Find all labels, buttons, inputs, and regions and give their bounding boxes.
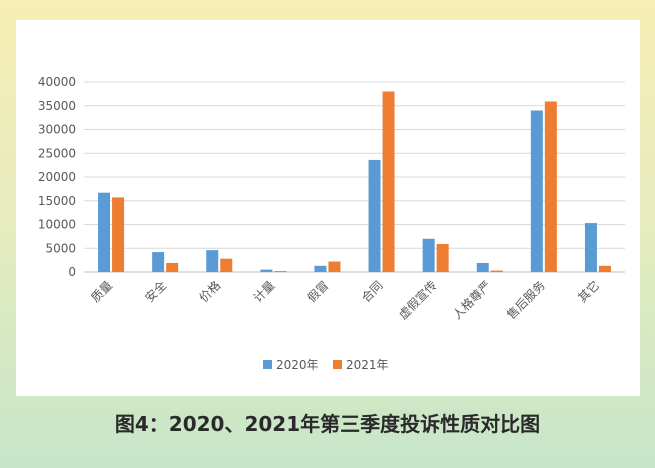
bar-series1 bbox=[314, 265, 327, 272]
x-axis-categories: 质量 安全 价格 计量 假冒 合同 虚假宣传 人格尊严 售后服务 其它 bbox=[88, 278, 602, 323]
x-category-label: 售后服务 bbox=[503, 278, 548, 323]
bar-series1 bbox=[476, 262, 489, 272]
figure-caption: 图4：2020、2021年第三季度投诉性质对比图 bbox=[114, 412, 541, 436]
y-tick-label: 40000 bbox=[38, 75, 76, 89]
bar-chart: 0 5000 10000 15000 20000 25000 30000 35000 40000… bbox=[38, 75, 625, 372]
y-tick-label: 0 bbox=[68, 265, 76, 279]
bar-series2 bbox=[598, 265, 611, 272]
x-category-label: 假冒 bbox=[305, 278, 332, 305]
bar-series2 bbox=[544, 101, 557, 272]
bar-series2 bbox=[166, 262, 179, 272]
x-category-label: 安全 bbox=[142, 278, 170, 306]
bar-series1 bbox=[152, 252, 165, 272]
legend: 2020年 2021年 bbox=[263, 358, 389, 372]
y-axis-ticks: 0 5000 10000 15000 20000 25000 30000 35000 40000 bbox=[38, 75, 76, 279]
bar-series2 bbox=[328, 261, 341, 272]
x-category-label: 其它 bbox=[574, 278, 602, 306]
legend-label: 2020年 bbox=[276, 358, 319, 372]
legend-swatch bbox=[263, 360, 272, 369]
y-tick-label: 35000 bbox=[38, 99, 76, 113]
bar-series2 bbox=[220, 258, 233, 272]
chart-panel: 0 5000 10000 15000 20000 25000 30000 35000 40000… bbox=[16, 20, 640, 396]
x-category-label: 质量 bbox=[88, 278, 115, 305]
bar-series1 bbox=[368, 159, 381, 272]
y-tick-label: 5000 bbox=[45, 241, 76, 255]
bar-series1 bbox=[422, 238, 435, 272]
bar-series2 bbox=[382, 91, 395, 272]
bar-series2 bbox=[274, 271, 287, 272]
bar-series2 bbox=[112, 197, 125, 272]
bar-series2 bbox=[490, 270, 503, 272]
y-tick-label: 10000 bbox=[38, 218, 76, 232]
y-tick-label: 15000 bbox=[38, 194, 76, 208]
gridlines bbox=[84, 81, 625, 273]
legend-label: 2021年 bbox=[346, 358, 389, 372]
x-category-label: 价格 bbox=[196, 278, 224, 306]
y-tick-label: 30000 bbox=[38, 123, 76, 137]
legend-swatch bbox=[333, 360, 342, 369]
bar-series2 bbox=[436, 243, 449, 272]
bar-series1 bbox=[260, 269, 273, 272]
y-tick-label: 20000 bbox=[38, 170, 76, 184]
x-category-label: 计量 bbox=[251, 278, 278, 305]
y-tick-label: 25000 bbox=[38, 146, 76, 160]
x-category-label: 合同 bbox=[358, 278, 386, 306]
bar-series1 bbox=[98, 192, 111, 272]
bar-series1 bbox=[530, 110, 543, 272]
bar-series1 bbox=[206, 250, 219, 272]
bar-series1 bbox=[584, 223, 597, 272]
x-category-label: 虚假宣传 bbox=[395, 278, 440, 323]
x-category-label: 人格尊严 bbox=[449, 278, 494, 323]
bars bbox=[98, 91, 611, 272]
